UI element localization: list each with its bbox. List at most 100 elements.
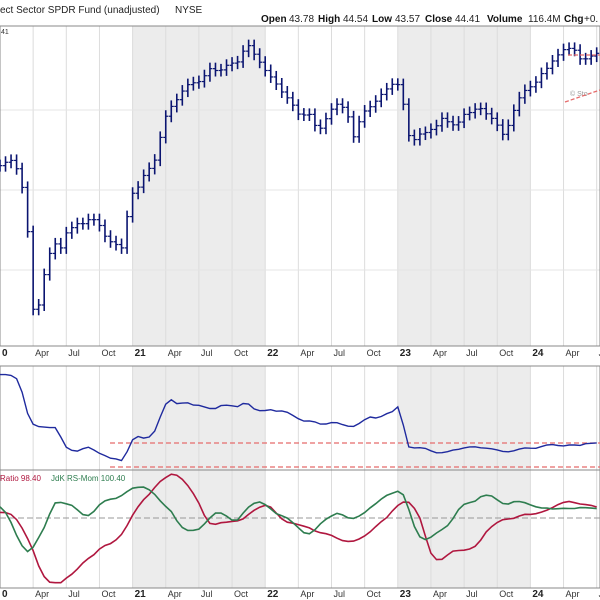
x-tick-label-3-1: Oct: [101, 589, 116, 599]
x-tick-label-8-1: 22: [267, 589, 279, 600]
price-bar: [511, 104, 517, 132]
price-bar: [196, 75, 202, 89]
volume-value: 116.4M: [528, 14, 561, 25]
osc-line-ratio: [0, 473, 597, 584]
price-bar: [478, 102, 484, 116]
chart-header: ect Sector SPDR Fund (unadjusted) NYSE O…: [0, 5, 598, 25]
price-bar: [433, 119, 439, 136]
price-bar: [168, 100, 174, 123]
price-bar: [279, 78, 285, 98]
price-bar: [566, 42, 572, 56]
price-bar: [201, 69, 207, 88]
x-tick-label-5-1: Apr: [168, 589, 182, 599]
x-tick-label-14-0: Jul: [466, 348, 478, 358]
price-bar: [36, 298, 42, 316]
price-bar: [135, 181, 141, 200]
x-tick-label-16-1: 24: [532, 589, 544, 600]
price-bar: [124, 210, 130, 254]
price-bar: [14, 154, 20, 175]
x-tick-label-16-0: 24: [532, 348, 544, 359]
price-bar: [522, 84, 528, 104]
price-bar: [130, 187, 136, 223]
price-bar: [505, 119, 511, 141]
x-tick-label-2-1: Jul: [68, 589, 80, 599]
grid: [0, 26, 600, 588]
price-bar: [422, 126, 428, 141]
x-tick-label-0-0: 0: [2, 348, 8, 359]
price-bar: [207, 62, 213, 82]
x-tick-label-2-0: Jul: [68, 348, 80, 358]
price-bar: [500, 119, 506, 141]
low-value: 43.57: [395, 14, 420, 25]
price-bar: [395, 78, 401, 91]
pattern-support-line: [564, 89, 600, 103]
chg-value: +0.: [584, 14, 598, 25]
price-bar: [174, 93, 180, 113]
price-bar: [240, 45, 246, 68]
price-bar: [224, 59, 230, 76]
jdk-oscillator-panel: Ratio 98.40 JdK RS-Mom 100.40: [0, 469, 600, 589]
open-label: Open: [261, 14, 287, 25]
price-bar: [157, 131, 163, 167]
price-bar: [306, 108, 312, 122]
high-value: 44.54: [343, 14, 368, 25]
x-tick-label-10-1: Jul: [333, 589, 345, 599]
price-bar: [290, 91, 296, 112]
low-label: Low: [372, 14, 392, 25]
price-bar: [85, 213, 91, 230]
pattern-lines: [564, 54, 600, 103]
price-bar: [527, 80, 533, 97]
x-tick-label-10-0: Jul: [333, 348, 345, 358]
price-bar: [445, 112, 451, 128]
price-bar: [345, 101, 351, 123]
price-bar: [268, 64, 274, 83]
x-tick-label-18-0: Ju: [599, 348, 600, 358]
x-tick-label-18-1: Ju: [599, 589, 600, 599]
x-tick-label-1-1: Apr: [35, 589, 49, 599]
price-bar: [107, 230, 113, 248]
x-tick-label-5-0: Apr: [168, 348, 182, 358]
x-tick-label-14-1: Jul: [466, 589, 478, 599]
price-bar: [63, 226, 69, 254]
rs-line: [0, 373, 597, 462]
price-bar: [362, 105, 368, 128]
x-tick-label-12-0: 23: [400, 348, 412, 359]
price-bar: [367, 100, 373, 118]
price-bar: [80, 217, 86, 230]
price-bar: [30, 225, 36, 316]
x-tick-label-9-1: Apr: [300, 589, 314, 599]
x-tick-label-15-0: Oct: [499, 348, 514, 358]
price-bar: [417, 128, 423, 146]
price-bar: [428, 123, 434, 139]
price-bar: [47, 247, 53, 281]
chart-title: ect Sector SPDR Fund (unadjusted): [0, 5, 160, 16]
x-tick-label-13-1: Apr: [433, 589, 447, 599]
watermark: © Sto: [570, 90, 588, 98]
price-bar: [467, 106, 473, 121]
price-bar: [328, 103, 334, 125]
price-bar: [544, 62, 550, 80]
price-bar: [594, 47, 600, 63]
x-tick-label-9-0: Apr: [300, 348, 314, 358]
price-bar: [3, 156, 9, 172]
price-bar: [96, 213, 102, 232]
price-bar: [113, 235, 119, 251]
x-tick-label-17-1: Apr: [566, 589, 580, 599]
price-bar: [549, 54, 555, 75]
price-bar: [229, 57, 235, 72]
price-bar: [588, 50, 594, 65]
price-bar: [41, 268, 47, 311]
ratio-legend: Ratio 98.40: [0, 474, 41, 483]
x-tick-label-4-1: 21: [135, 589, 147, 600]
price-bar: [52, 237, 58, 260]
price-tag: 41: [1, 29, 9, 36]
price-bar: [317, 119, 323, 135]
price-bar: [411, 129, 417, 146]
price-bar: [185, 78, 191, 98]
volume-label: Volume: [487, 14, 523, 25]
price-bar: [356, 115, 362, 143]
price-bar: [284, 85, 290, 104]
price-bar: [273, 70, 279, 91]
price-bar: [246, 39, 252, 58]
